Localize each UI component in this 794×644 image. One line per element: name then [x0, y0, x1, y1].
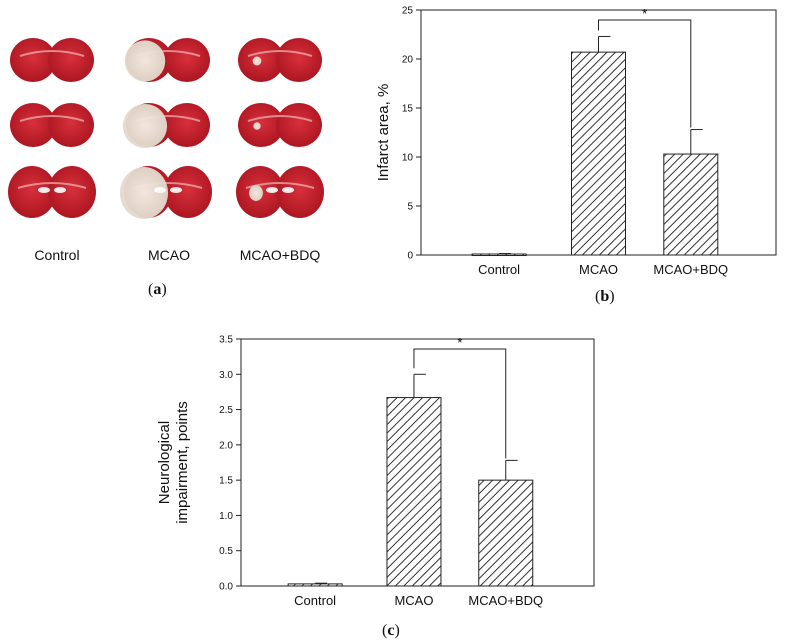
infarct-area-chart: 0 5 10 15 20 25 Control MCAO MCAO+BDQ * Infarct ar… [375, 6, 777, 277]
slice-label-mcao: MCAO [148, 247, 190, 263]
significance-bracket [413, 348, 507, 459]
y-axis-title: Neurologicalimpairment, points [156, 401, 191, 524]
y-tick-label: 2.0 [219, 440, 233, 451]
bar [571, 51, 626, 256]
brain-slice [122, 103, 210, 148]
panel-label-a: (a) [148, 281, 167, 298]
bar [386, 397, 442, 587]
slice-label-mcao-bdq: MCAO+BDQ [239, 247, 321, 263]
y-tick-label: 3.5 [219, 335, 233, 346]
brain-slice [10, 38, 94, 82]
brain-slice [238, 103, 322, 147]
y-tick-label: 1.0 [219, 511, 233, 522]
y-tick-label: 3.0 [219, 370, 233, 381]
x-category-label: Control [478, 262, 520, 277]
y-axis-title: Infarct area, % [375, 84, 392, 182]
y-tick-label: 5 [407, 202, 413, 213]
y-tick-label: 1.5 [219, 476, 233, 487]
y-tick-label: 10 [402, 153, 414, 164]
y-tick-label: 15 [402, 104, 414, 115]
bar [471, 253, 527, 257]
significance-bracket [598, 19, 692, 128]
brain-slice [236, 166, 324, 218]
y-axis-title-line: impairment, points [174, 401, 191, 524]
y-tick-label: 25 [402, 6, 414, 17]
y-tick-label: 0 [407, 251, 413, 262]
x-category-label: Control [294, 593, 336, 608]
x-category-label: MCAO [394, 593, 433, 608]
panel-label-c: (c) [382, 622, 400, 639]
brain-slice [8, 166, 96, 218]
significance-star: * [642, 6, 647, 21]
x-category-label: MCAO+BDQ [653, 262, 728, 277]
brain-slices-figure [8, 38, 324, 219]
brain-slice [120, 166, 212, 219]
y-tick-label: 2.5 [219, 405, 233, 416]
brain-slice [124, 38, 210, 82]
panel-label-b: (b) [595, 288, 615, 305]
neurological-impairment-chart: 0.0 0.5 1.0 1.5 2.0 2.5 3.0 3.5 Control MCAO MCAO+… [156, 335, 595, 608]
brain-slice [238, 38, 322, 82]
x-category-label: MCAO [579, 262, 618, 277]
x-category-label: MCAO+BDQ [468, 593, 543, 608]
brain-slice [10, 103, 94, 147]
significance-star: * [457, 335, 462, 350]
bar [478, 479, 534, 587]
y-axis-title-line: Neurological [156, 421, 173, 504]
y-tick-label: 0.0 [219, 582, 233, 593]
y-tick-label: 0.5 [219, 546, 233, 557]
bar [287, 583, 343, 587]
bar [663, 153, 719, 256]
y-tick-label: 20 [402, 55, 414, 66]
slice-label-control: Control [34, 247, 80, 263]
